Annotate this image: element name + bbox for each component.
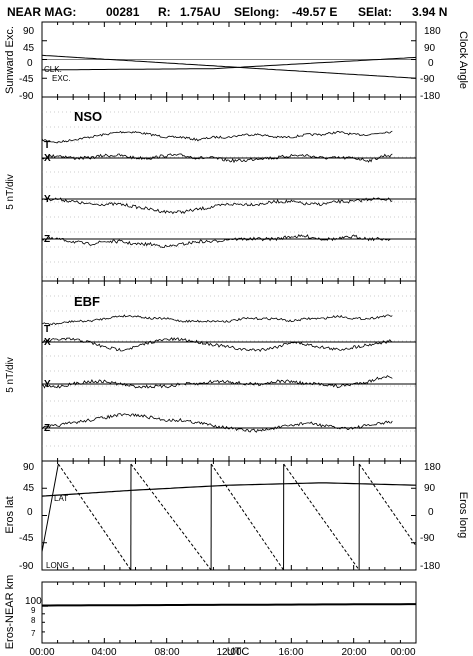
eros-series-lat	[41, 482, 417, 497]
ebf-trace-z	[41, 413, 393, 433]
nso-plot-area: TX Y Z	[41, 97, 417, 281]
ebf-trace-label-x: X	[44, 337, 51, 348]
eros-ytick-left-3: -45	[19, 533, 34, 544]
eros-series-long-segment	[130, 463, 212, 571]
nso-title: NSO	[74, 109, 102, 124]
orient-ytick-left-4: -90	[19, 91, 34, 102]
eros-series-label-long: LONG	[46, 561, 69, 570]
panel-eros: 90 45 0 -45 -90 180 90 0 -90 -180 Eros l…	[4, 460, 469, 572]
orient-ytick-right-2: 0	[428, 58, 434, 69]
eros-ytick-left-0: 90	[23, 462, 35, 473]
dist-series-line	[42, 603, 416, 607]
eros-ytick-right-4: -180	[420, 561, 440, 572]
ebf-trace-label-y: Y	[44, 379, 51, 390]
eros-ylabel-right: Eros long	[457, 492, 469, 538]
orient-ytick-right-3: -90	[420, 74, 435, 85]
ebf-title: EBF	[74, 294, 100, 309]
panel-distance-frame	[41, 581, 417, 644]
eros-ylabel-left: Eros lat	[4, 496, 16, 533]
orient-ytick-right-4: -180	[420, 91, 440, 102]
dist-ytick-0: 100	[25, 596, 42, 607]
x-tick-label-2: 08:00	[154, 647, 179, 656]
x-tick-label-5: 20:00	[341, 647, 366, 656]
eros-ytick-right-0: 180	[424, 462, 441, 473]
orient-ytick-left-1: 45	[23, 43, 35, 54]
nso-trace-label-z: Z	[44, 234, 50, 245]
eros-ytick-left-1: 45	[23, 483, 35, 494]
header-selong-label: SElong:	[234, 5, 279, 19]
x-tick-label-0: 00:00	[29, 647, 54, 656]
x-axis-label: UTC	[227, 646, 250, 656]
ebf-trace-t	[41, 314, 393, 326]
ebf-trace-label-z: Z	[44, 423, 50, 434]
ebf-ylabel: 5 nT/div	[5, 357, 16, 393]
orient-series-exc	[42, 56, 417, 71]
header-r-value: 1.75AU	[180, 5, 221, 19]
panel-orientation: 90 45 0 -45 -90 180 90 0 -90 -180 Sunwar…	[4, 21, 469, 102]
eros-series-long-segment	[358, 463, 417, 547]
orient-ytick-left-3: -45	[19, 74, 34, 85]
header-selong-value: -49.57 E	[292, 5, 337, 19]
dist-plot-area	[41, 582, 417, 643]
nso-trace-t	[41, 130, 393, 144]
ebf-trace-x	[41, 337, 393, 353]
orient-ytick-left-0: 90	[23, 26, 35, 37]
nso-trace-label-t: T	[44, 140, 50, 151]
nso-trace-y	[41, 196, 393, 215]
nso-trace-label-y: Y	[44, 194, 51, 205]
eros-series-long-segment	[57, 463, 132, 571]
nso-ylabel: 5 nT/div	[5, 174, 16, 210]
ebf-plot-area: TX Y Z	[41, 281, 417, 461]
header-selat-value: 3.94 N	[412, 5, 447, 19]
header-r-label: R:	[158, 5, 171, 19]
nso-trace-label-x: X	[44, 153, 51, 164]
x-axis: 00:00 04:00 08:00 12:00 16:00 20:00 00:0…	[29, 647, 415, 656]
orient-plot-area	[41, 21, 417, 98]
header-mission-label: NEAR MAG:	[7, 5, 76, 19]
orient-series-label-exc: EXC.	[52, 74, 71, 83]
header: NEAR MAG: 00281 R: 1.75AU SElong: -49.57…	[7, 5, 447, 19]
orient-ylabel-right: Clock Angle	[457, 31, 469, 89]
eros-ytick-left-4: -90	[19, 561, 34, 572]
x-tick-label-4: 16:00	[278, 647, 303, 656]
panel-distance: 100 9 8 7 Eros-NEAR km	[4, 575, 417, 650]
eros-ytick-right-3: -90	[420, 533, 435, 544]
eros-series-long-segment	[283, 463, 360, 571]
eros-series-long-segment	[210, 463, 284, 571]
x-tick-label-6: 00:00	[390, 647, 415, 656]
header-selat-label: SElat:	[358, 5, 392, 19]
eros-ytick-left-2: 0	[27, 507, 33, 518]
panel-ebf: EBF 5 nT/div TX Y Z	[5, 281, 417, 461]
x-tick-label-1: 04:00	[91, 647, 116, 656]
orient-series-clk	[41, 54, 417, 79]
orient-ytick-left-2: 0	[27, 58, 33, 69]
panel-eros-frame	[41, 460, 417, 571]
eros-series-label-lat: LAT	[54, 494, 68, 503]
eros-ytick-right-2: 0	[428, 507, 434, 518]
panel-nso: NSO 5 nT/div TX Y Z	[5, 97, 417, 281]
header-day: 00281	[106, 5, 140, 19]
dist-ytick-3: 7	[31, 629, 36, 638]
eros-series-long-segment	[41, 463, 59, 552]
eros-plot-area	[41, 460, 417, 571]
panel-nso-frame	[41, 96, 417, 282]
dist-ytick-2: 8	[31, 616, 36, 625]
ebf-trace-label-t: T	[44, 324, 50, 335]
orient-ytick-right-1: 90	[424, 43, 436, 54]
orient-ylabel-left: Sunward Exc.	[4, 26, 16, 94]
dist-ylabel: Eros-NEAR km	[4, 575, 16, 650]
orient-ytick-right-0: 180	[424, 26, 441, 37]
nso-trace-z	[41, 234, 393, 249]
nso-trace-x	[41, 153, 393, 164]
ebf-trace-y	[41, 375, 393, 389]
x-tick-label-3: 12:00	[216, 647, 241, 656]
eros-ytick-right-1: 90	[424, 483, 436, 494]
dist-ytick-1: 9	[31, 606, 36, 615]
